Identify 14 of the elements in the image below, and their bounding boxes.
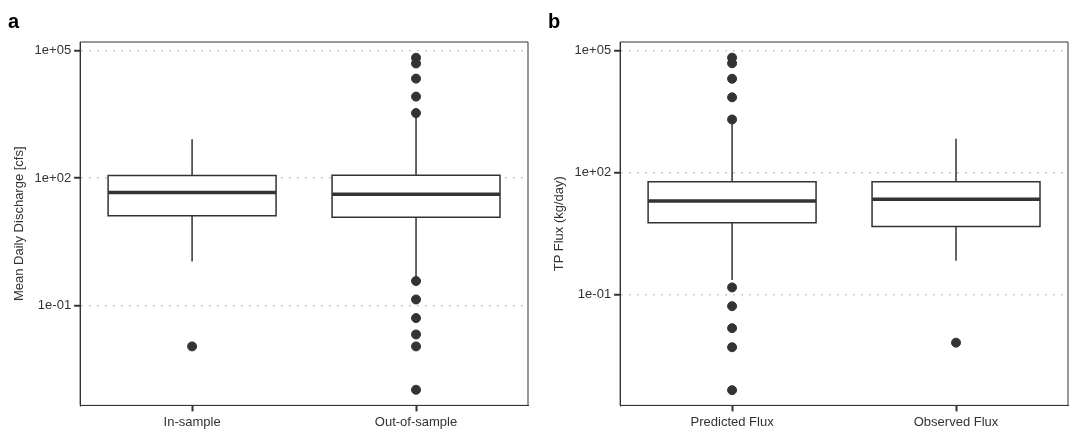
chart-title: a: [8, 9, 20, 32]
x-tick-label: Out-of-sample: [374, 413, 458, 429]
y-tick-label: 1e-01: [37, 297, 72, 313]
chart-title: b: [548, 9, 561, 32]
y-axis-title: Mean Daily Discharge [cfs]: [11, 146, 27, 302]
x-tick-label: Observed Flux: [913, 413, 999, 429]
y-tick-label: 1e+05: [34, 42, 72, 58]
y-axis-title: TP Flux (kg/day): [551, 176, 567, 272]
x-tick-label: Predicted Flux: [690, 413, 775, 429]
y-tick-label: 1e+05: [574, 41, 612, 57]
y-tick-label: 1e+02: [574, 164, 612, 180]
y-tick-label: 1e+02: [34, 169, 72, 185]
y-tick-label: 1e-01: [577, 286, 612, 302]
x-tick-label: In-sample: [163, 413, 221, 429]
